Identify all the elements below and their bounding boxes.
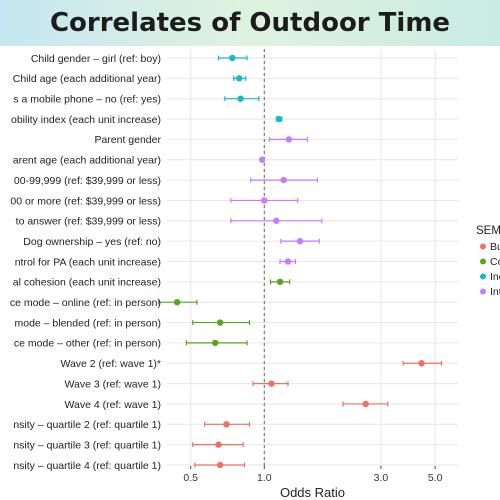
legend-swatch — [480, 273, 486, 280]
x-tick-label: 5.0 — [428, 472, 443, 484]
x-axis-title: Odds Ratio — [280, 485, 345, 500]
legend-label: Inte — [490, 286, 500, 298]
odds-ratio-point — [212, 339, 219, 347]
legend-label: Cor — [490, 256, 500, 268]
row-label: ce mode – other (ref: in person) — [14, 338, 161, 350]
row-label: arent age (each additional year) — [13, 155, 161, 167]
row-label: s a mobile phone – no (ref: yes) — [13, 94, 161, 106]
plot-background — [167, 49, 458, 466]
odds-ratio-point — [216, 461, 224, 469]
row-label: to answer (ref: $39,999 or less) — [16, 216, 161, 228]
row-label: mode – blended (ref: in person) — [14, 317, 161, 329]
row-label: Child gender – girl (ref: boy) — [31, 53, 161, 65]
x-tick-label: 3.0 — [374, 472, 389, 484]
legend-swatch — [480, 288, 486, 295]
forest-plot: Child gender – girl (ref: boy) Child age … — [10, 49, 500, 500]
row-label: 00-99,999 (ref: $39,999 or less) — [14, 175, 161, 187]
plot-area — [158, 49, 458, 469]
odds-ratio-point — [280, 176, 287, 184]
row-label: al cohesion (each unit increase) — [13, 277, 161, 289]
odds-ratio-point — [276, 278, 284, 286]
odds-ratio-point — [229, 54, 236, 62]
title-banner: Correlates of Outdoor Time — [0, 0, 500, 46]
row-label: Parent gender — [94, 134, 161, 146]
legend-title: SEM_ — [476, 225, 500, 237]
odds-ratio-point — [261, 197, 268, 204]
row-label: nsity – quartile 4 (ref: quartile 1) — [13, 460, 161, 472]
row-labels: Child gender – girl (ref: boy) Child age … — [10, 53, 162, 472]
row-label: obility index (each unit increase) — [11, 114, 161, 126]
row-label: nsity – quartile 3 (ref: quartile 1) — [13, 439, 161, 451]
odds-ratio-point — [237, 95, 244, 102]
legend-swatch — [480, 243, 486, 250]
row-label: 00 or more (ref: $39,999 or less) — [10, 195, 161, 207]
row-label: Child age (each additional year) — [13, 73, 161, 85]
row-label: nsity – quartile 2 (ref: quartile 1) — [13, 419, 161, 431]
chart-title: Correlates of Outdoor Time — [49, 8, 451, 38]
x-axis: 0.5 1.0 3.0 5.0 Odds Ratio — [183, 466, 443, 500]
legend-label: Buil — [490, 241, 500, 253]
odds-ratio-point — [173, 299, 181, 306]
row-label: Dog ownership – yes (ref: no) — [23, 236, 161, 248]
odds-ratio-point — [268, 380, 275, 387]
odds-ratio-point — [223, 421, 230, 428]
odds-ratio-point — [285, 136, 293, 143]
odds-ratio-point — [236, 75, 243, 82]
odds-ratio-point — [296, 237, 304, 245]
row-label: Wave 2 (ref: wave 1)* — [60, 358, 161, 370]
row-label: Wave 3 (ref: wave 1) — [65, 378, 161, 390]
odds-ratio-point — [215, 441, 222, 448]
legend-swatch — [480, 258, 486, 265]
x-tick-label: 1.0 — [257, 472, 272, 484]
row-label: Wave 4 (ref: wave 1) — [65, 399, 161, 411]
row-label: ntrol for PA (each unit increase) — [15, 256, 161, 268]
legend-label: Indi — [490, 271, 500, 283]
odds-ratio-point — [258, 156, 266, 163]
legend: SEM_ Buil Cor Indi Inte — [476, 225, 500, 298]
odds-ratio-point — [216, 319, 224, 326]
odds-ratio-point — [284, 258, 292, 265]
x-tick-label: 0.5 — [183, 472, 198, 484]
row-label: ce mode – online (ref: in person) — [10, 297, 161, 309]
odds-ratio-point — [273, 217, 280, 224]
odds-ratio-point — [362, 400, 369, 408]
odds-ratio-point — [275, 115, 283, 123]
odds-ratio-point — [418, 360, 425, 367]
